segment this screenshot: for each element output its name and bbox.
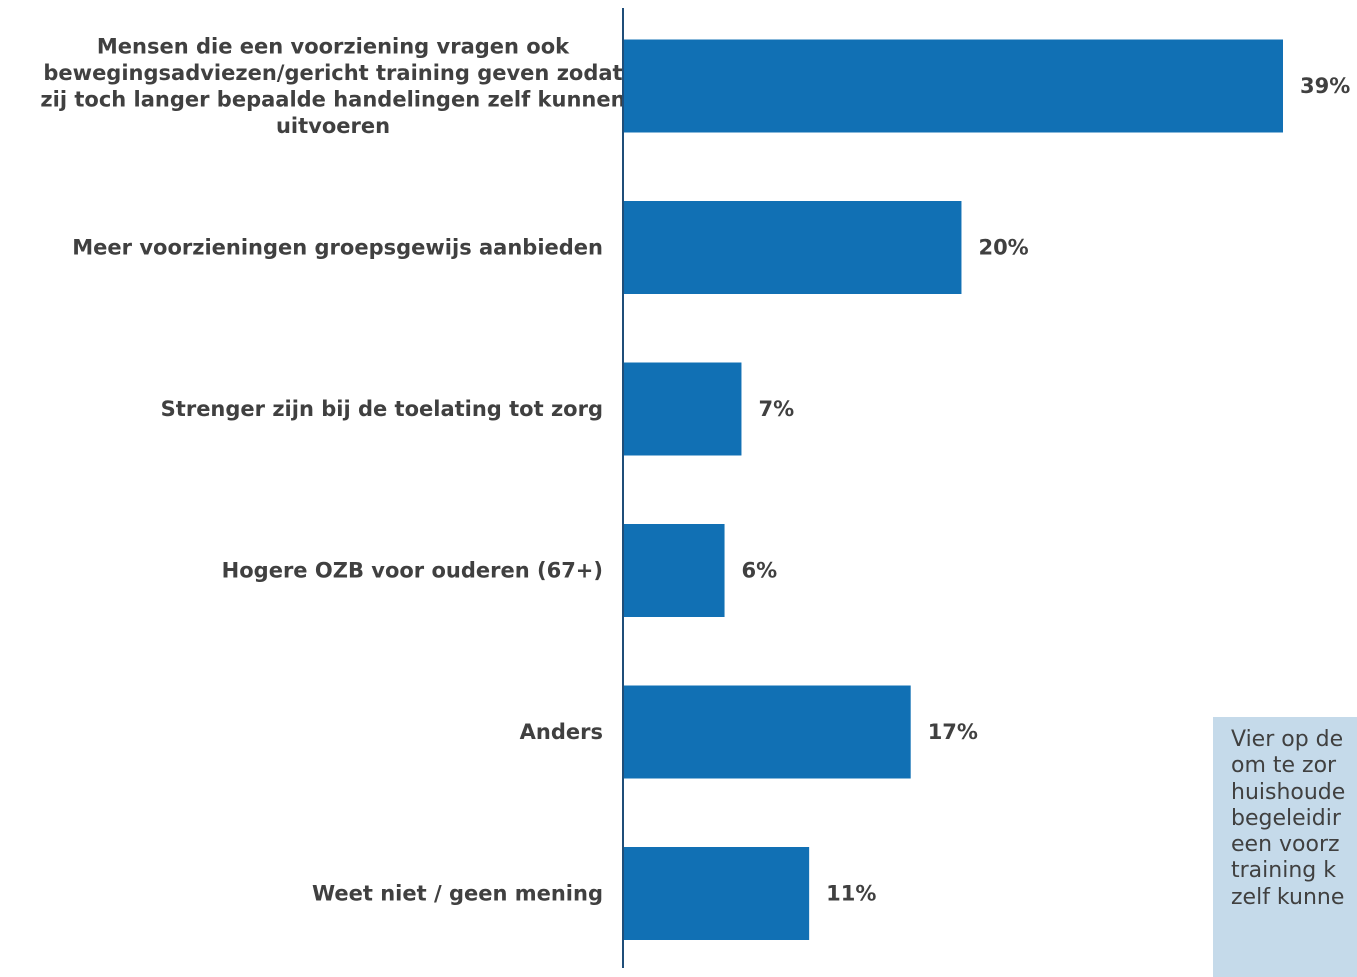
bar-6 (623, 847, 810, 940)
category-label-line: uitvoeren (276, 114, 390, 138)
category-label-line: zij toch langer bepaalde handelingen zel… (40, 87, 625, 111)
bar-5 (623, 685, 911, 779)
callout-text: Vier op de om te zor huishoude begeleidi… (1231, 727, 1346, 910)
bar-2 (623, 201, 962, 294)
value-label-1: 39% (1300, 74, 1350, 98)
category-label-2: Meer voorzieningen groepsgewijs aanbiede… (72, 236, 603, 260)
category-label-line: bewegingsadviezen/gericht training geven… (43, 61, 622, 85)
category-label-6: Weet niet / geen mening (312, 882, 603, 906)
bar-4 (623, 524, 725, 617)
category-label-line: Hogere OZB voor ouderen (67+) (222, 559, 603, 583)
value-labels: 39% 20% 7% 6% 17% 11% (742, 74, 1351, 906)
bars-group (623, 39, 1283, 940)
bar-1 (623, 39, 1283, 133)
category-label-1: Mensen die een voorziening vragen ook bew… (40, 34, 625, 138)
category-label-4: Hogere OZB voor ouderen (67+) (222, 559, 603, 583)
value-label-6: 11% (826, 882, 876, 906)
value-label-3: 7% (758, 397, 794, 421)
callout-box: Vier op de om te zor huishoude begeleidi… (1213, 717, 1357, 977)
category-label-line: Meer voorzieningen groepsgewijs aanbiede… (72, 236, 603, 260)
category-label-line: Strenger zijn bij de toelating tot zorg (161, 397, 603, 421)
category-label-line: Anders (520, 720, 603, 744)
category-label-line: Mensen die een voorziening vragen ook (97, 34, 570, 58)
value-label-5: 17% (928, 720, 978, 744)
value-label-2: 20% (978, 236, 1028, 260)
category-label-3: Strenger zijn bij de toelating tot zorg (161, 397, 603, 421)
bar-3 (623, 362, 742, 456)
value-label-4: 6% (742, 559, 778, 583)
category-label-5: Anders (520, 720, 603, 744)
category-labels: Mensen die een voorziening vragen ook bew… (40, 34, 625, 905)
category-label-line: Weet niet / geen mening (312, 882, 603, 906)
